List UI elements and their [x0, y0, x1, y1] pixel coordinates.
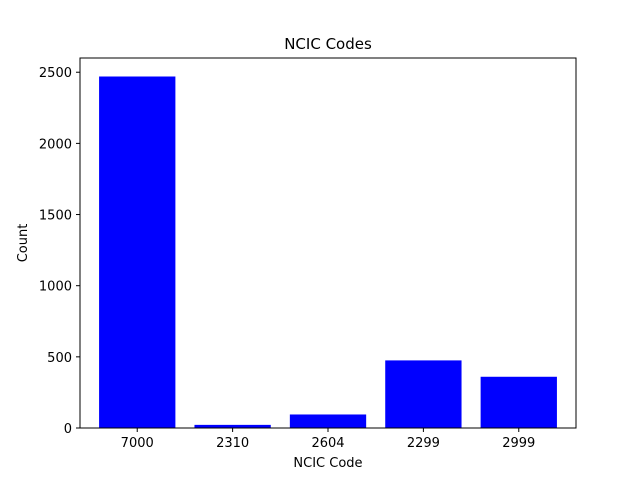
bar-7000 — [99, 76, 176, 428]
bar-2310 — [194, 424, 271, 428]
x-axis: 7000 2310 2604 2299 2999 — [121, 428, 535, 451]
x-tick-label: 7000 — [121, 436, 154, 451]
y-axis: 0 500 1000 1500 2000 2500 — [39, 66, 80, 437]
y-tick-label: 0 — [64, 422, 72, 437]
y-axis-label: Count — [16, 224, 31, 263]
bar-2299 — [385, 360, 462, 428]
y-tick-label: 2000 — [39, 137, 72, 152]
bar-2604 — [289, 414, 367, 428]
chart-title: NCIC Codes — [284, 35, 372, 53]
bar-2999 — [480, 376, 557, 428]
x-tick-label: 2604 — [311, 436, 344, 451]
y-tick-label: 1000 — [39, 280, 72, 295]
bars-layer — [99, 76, 557, 428]
x-tick-label: 2310 — [216, 436, 249, 451]
y-tick-label: 2500 — [39, 66, 72, 81]
y-tick-label: 500 — [47, 351, 72, 366]
x-tick-label: 2999 — [502, 436, 535, 451]
x-tick-label: 2299 — [407, 436, 440, 451]
plot-frame — [79, 57, 577, 429]
y-tick-label: 1500 — [39, 209, 72, 224]
x-axis-label: NCIC Code — [293, 456, 362, 471]
